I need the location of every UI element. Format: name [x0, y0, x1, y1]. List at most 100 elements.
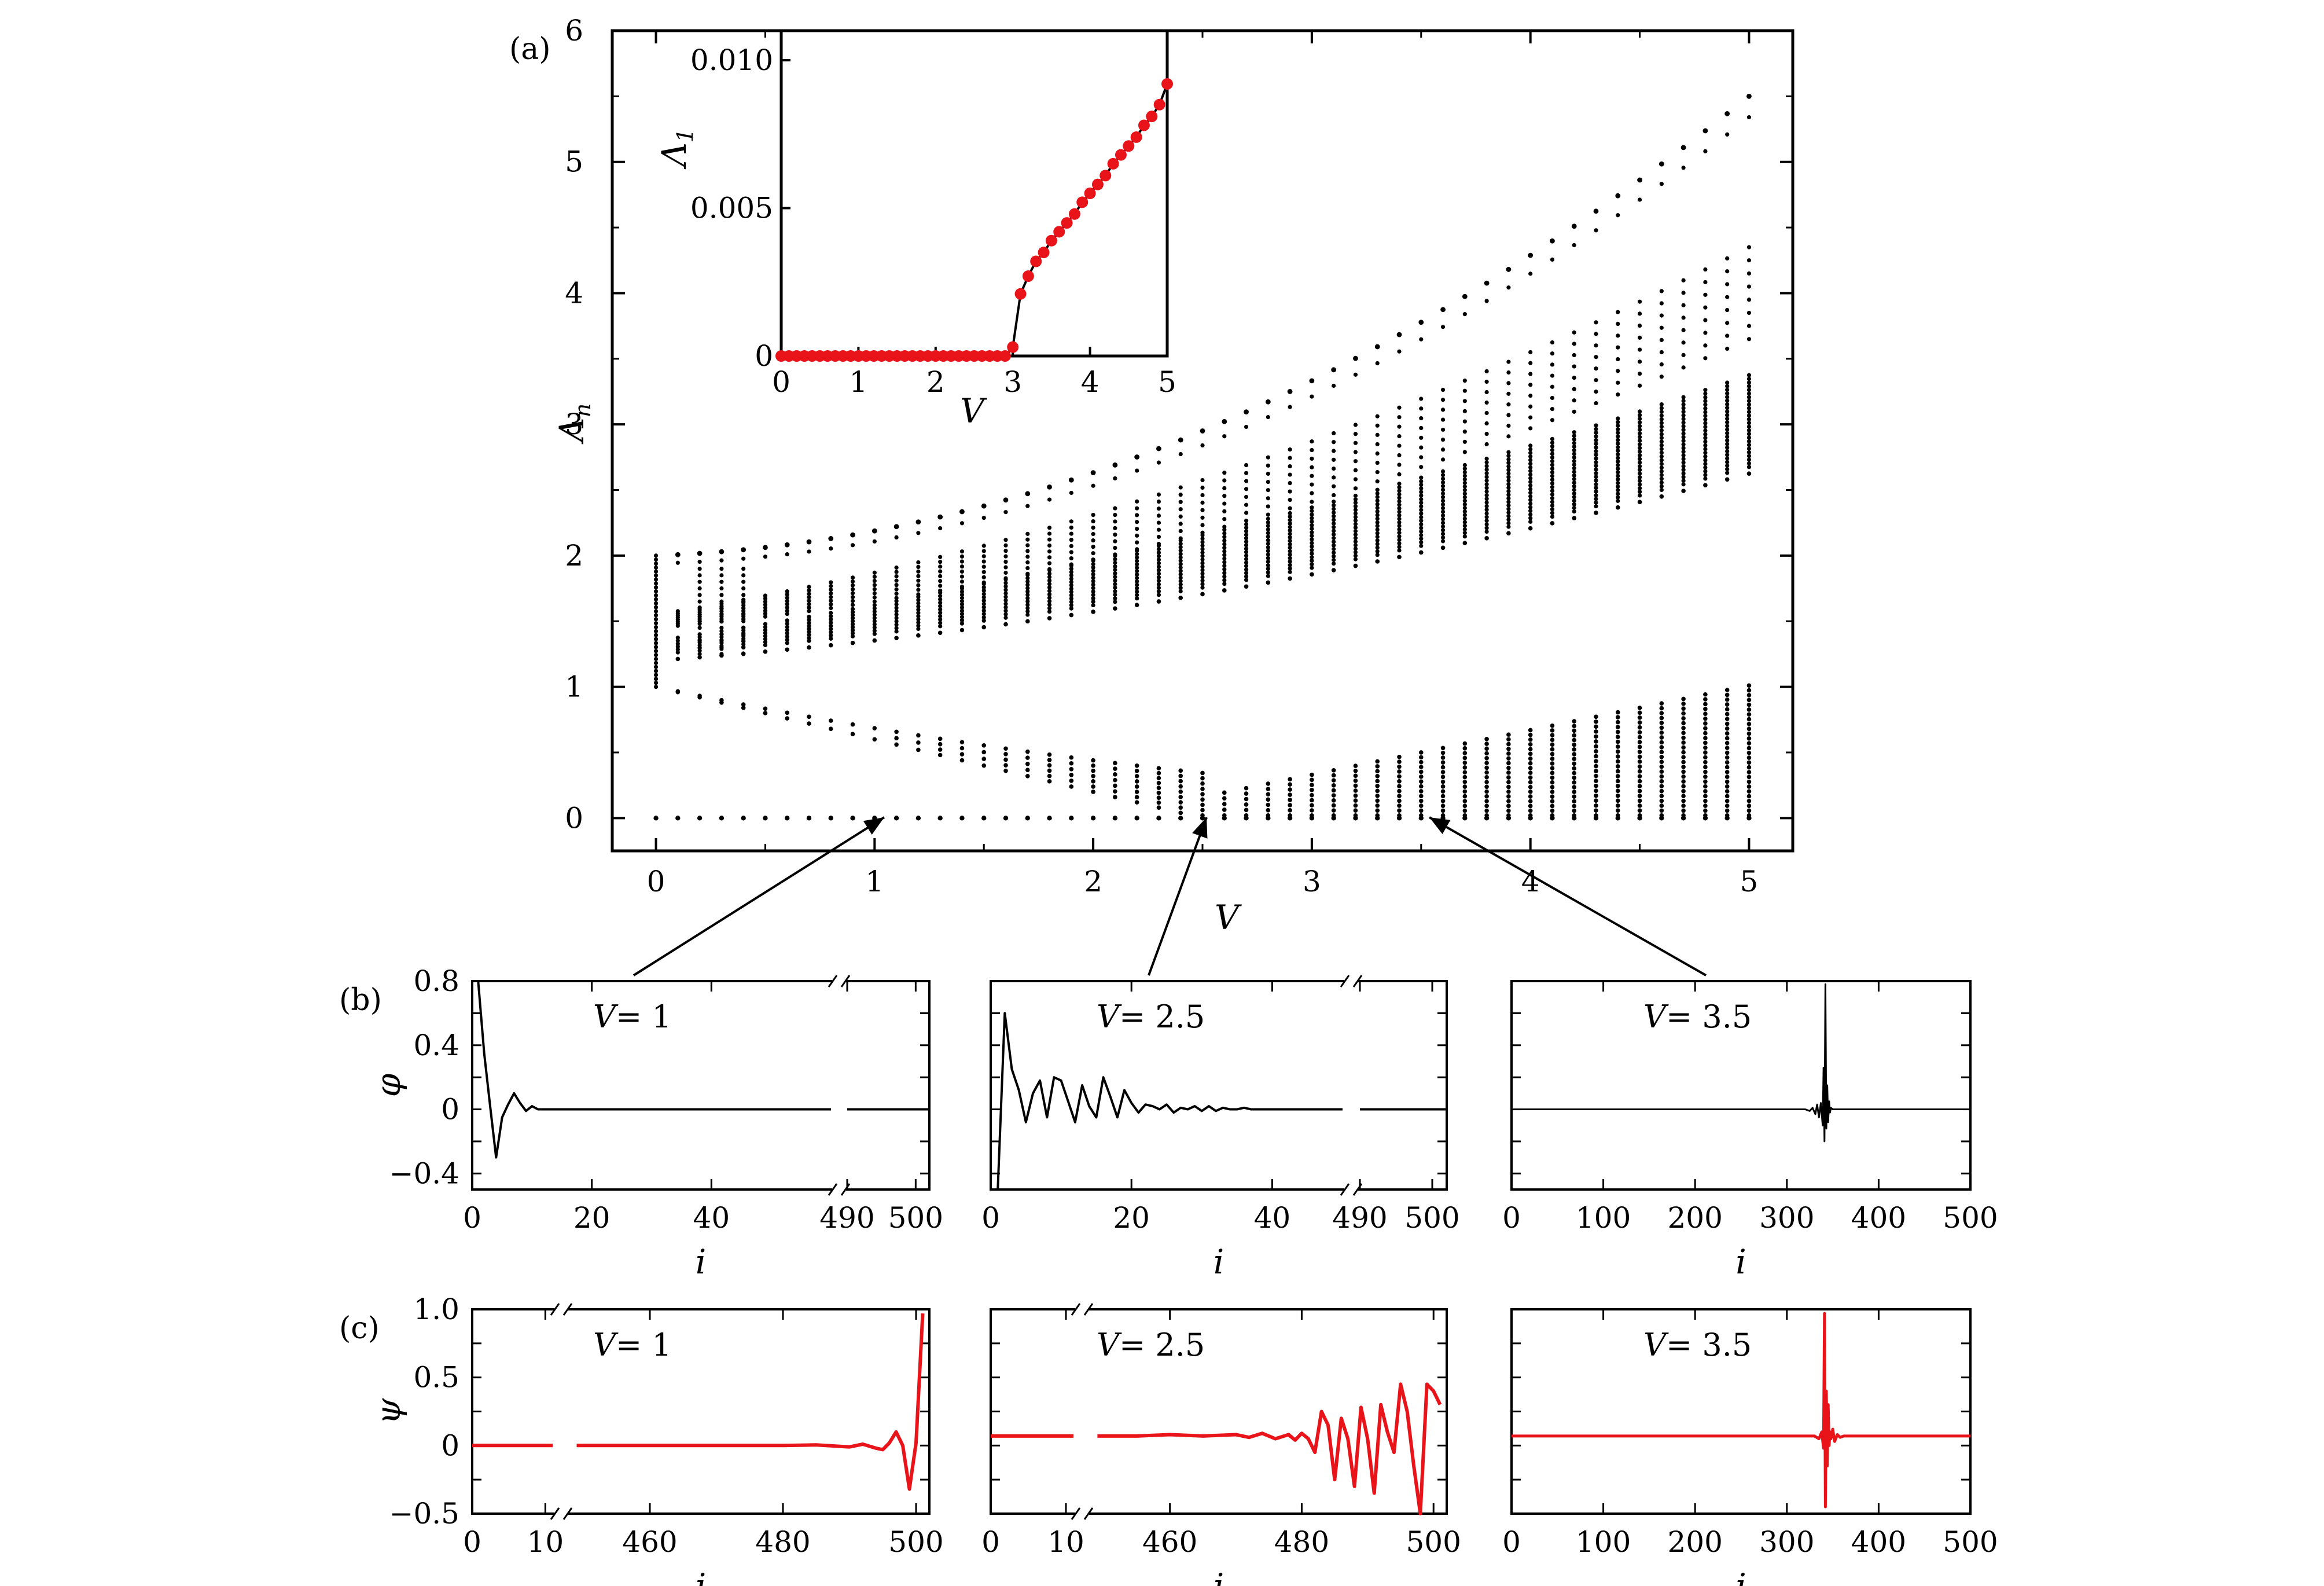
eigen-dot — [1746, 115, 1752, 120]
eigen-dot — [981, 592, 986, 596]
eigen-dot — [1091, 596, 1095, 601]
eigen-dot — [1397, 495, 1402, 500]
x-tick-label: 20 — [1113, 1201, 1150, 1235]
eigen-dot — [763, 711, 768, 715]
eigen-dot — [1462, 813, 1468, 818]
eigen-dot — [653, 633, 659, 637]
eigen-dot — [741, 652, 746, 656]
eigen-dot — [1003, 577, 1008, 582]
eigen-dot — [1572, 353, 1576, 358]
plot-frame — [471, 1308, 931, 1515]
eigen-dot — [1637, 794, 1642, 798]
eigen-dot — [1724, 808, 1730, 813]
eigen-dot — [719, 697, 724, 703]
eigen-dot — [1178, 589, 1183, 594]
x-tick-label: 500 — [1943, 1201, 1998, 1235]
eigen-dot — [1178, 548, 1183, 553]
eigen-dot — [1134, 454, 1140, 460]
eigen-dot — [1091, 532, 1095, 537]
eigen-dot — [1200, 500, 1205, 505]
eigen-dot — [1332, 550, 1336, 555]
eigen-dot — [1353, 440, 1358, 445]
eigen-dot — [1244, 539, 1249, 544]
eigen-dot — [1310, 456, 1314, 461]
eigen-dot — [1244, 574, 1249, 579]
eigen-dot — [1353, 518, 1358, 523]
eigen-dot — [1178, 816, 1183, 821]
eigen-dot — [1375, 779, 1380, 784]
eigen-dot — [1003, 559, 1008, 564]
eigen-dot — [1703, 388, 1708, 392]
eigen-dot — [1659, 375, 1664, 379]
eigen-dot — [1703, 417, 1708, 422]
eigen-dot — [1310, 772, 1314, 777]
eigen-dot — [829, 617, 833, 622]
y-tick-label: −0.4 — [389, 1157, 459, 1190]
eigen-dot — [1353, 511, 1358, 516]
eigen-dot — [959, 758, 965, 763]
eigen-dot — [1572, 480, 1576, 485]
eigen-dot — [741, 586, 746, 591]
axis-break-mark — [1083, 1507, 1094, 1520]
eigen-dot — [1178, 562, 1183, 567]
eigen-dot — [1616, 456, 1620, 460]
eigen-dot — [1156, 460, 1161, 465]
eigen-dot — [1616, 333, 1620, 338]
eigen-dot — [1681, 449, 1686, 454]
eigen-dot — [1397, 555, 1402, 560]
eigen-dot — [1244, 796, 1249, 802]
eigen-dot — [1375, 542, 1380, 546]
eigen-dot — [1506, 732, 1511, 737]
eigen-dot — [1594, 714, 1598, 719]
eigen-dot — [697, 605, 702, 611]
eigen-dot — [1397, 424, 1402, 429]
eigen-dot — [806, 816, 812, 821]
eigen-dot — [872, 595, 877, 600]
eigen-dot — [1746, 794, 1752, 799]
eigen-dot — [1681, 424, 1686, 429]
eigen-dot — [1353, 532, 1358, 537]
eigen-dot — [1725, 307, 1730, 313]
eigen-dot — [1375, 520, 1380, 525]
eigen-dot — [829, 630, 833, 634]
eigen-dot — [1047, 555, 1052, 560]
eigen-dot — [959, 599, 965, 604]
eigen-dot — [829, 627, 833, 632]
eigen-dot — [1506, 521, 1511, 526]
eigen-dot — [1506, 402, 1511, 407]
eigen-dot — [1288, 787, 1292, 792]
eigen-dot — [719, 652, 724, 656]
eigen-dot — [653, 613, 659, 618]
eigen-dot — [981, 757, 987, 761]
eigen-dot — [785, 621, 789, 626]
legend-label: V= 2.5 — [1097, 1327, 1205, 1363]
eigen-dot — [1681, 464, 1686, 469]
eigen-dot — [1528, 751, 1533, 757]
eigen-dot — [1069, 600, 1073, 604]
eigen-dot — [1288, 813, 1292, 818]
eigen-dot — [1484, 761, 1489, 765]
eigen-dot — [741, 816, 746, 821]
eigen-dot — [1506, 434, 1511, 439]
eigen-dot — [784, 542, 790, 548]
eigen-dot — [872, 609, 877, 614]
eigen-dot — [916, 623, 921, 628]
eigen-dot — [1659, 750, 1664, 755]
eigen-dot — [1419, 508, 1424, 512]
eigen-dot — [1440, 509, 1446, 514]
eigen-dot — [1244, 546, 1249, 551]
eigen-dot — [1550, 470, 1555, 475]
eigen-dot — [1113, 564, 1117, 569]
eigen-dot — [1200, 571, 1205, 576]
eigen-dot — [1200, 523, 1205, 527]
eigen-dot — [1462, 491, 1467, 496]
eigen-dot — [1637, 371, 1642, 376]
eigen-dot — [1222, 567, 1227, 572]
eigen-dot — [1310, 512, 1314, 517]
eigen-dot — [697, 693, 702, 698]
eigen-dot — [653, 625, 659, 630]
eigen-dot — [1637, 710, 1642, 715]
eigen-dot — [1397, 784, 1402, 789]
eigen-dot — [1637, 715, 1642, 720]
